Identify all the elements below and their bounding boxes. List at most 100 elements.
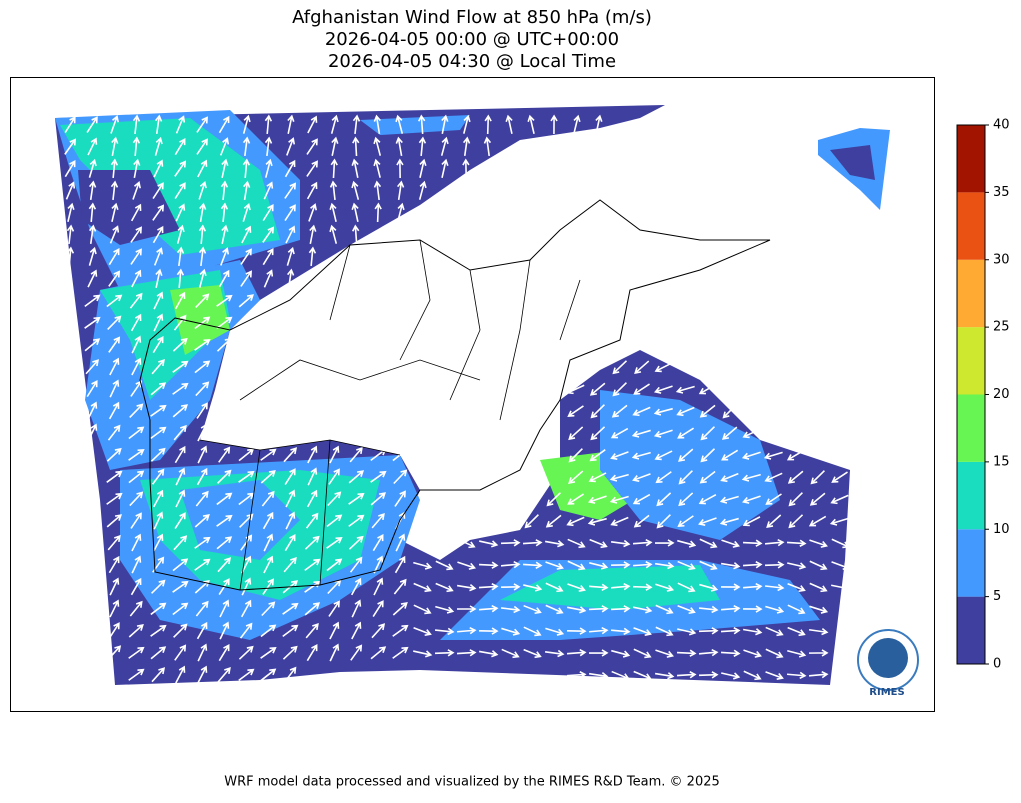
wind-arrow (110, 180, 119, 201)
wind-arrow (128, 448, 145, 461)
wind-arrow (352, 136, 360, 157)
wind-arrow (285, 511, 296, 530)
wind-arrow (372, 533, 384, 552)
wind-arrows (64, 114, 851, 684)
wind-arrow (175, 467, 186, 486)
wind-arrow (153, 159, 164, 178)
wind-arrow (284, 204, 296, 221)
wind-arrow (829, 517, 849, 526)
wind-arrow (764, 561, 785, 569)
wind-arrow (305, 622, 319, 639)
wind-arrow (373, 555, 384, 574)
wind-arrow (787, 562, 807, 570)
wind-arrow (283, 447, 298, 463)
wind-arrow (261, 490, 275, 507)
wind-arrow (809, 539, 828, 548)
wind-arrow (238, 470, 255, 483)
wind-arrow (306, 643, 318, 662)
wind-arrow (610, 561, 631, 569)
wind-arrow (154, 114, 163, 135)
wind-arrow (479, 540, 499, 548)
wind-arrow (131, 335, 142, 354)
wind-arrow (699, 560, 718, 571)
wind-arrow (654, 672, 675, 680)
wind-arrow (546, 492, 561, 507)
wind-arrow (264, 158, 273, 178)
wind-arrow (107, 645, 122, 661)
wind-arrow (633, 606, 653, 614)
wind-arrow (566, 671, 587, 679)
wind-arrow (435, 605, 455, 614)
wind-arrow (150, 447, 166, 462)
wind-arrow (308, 246, 317, 267)
wind-arrow (240, 270, 252, 287)
wind-arrow (371, 623, 386, 639)
wind-arrow (217, 469, 232, 484)
wind-arrow (286, 137, 296, 156)
wind-arrow (633, 627, 652, 636)
wind-arrow (588, 649, 609, 657)
wind-arrow (129, 491, 144, 507)
wind-arrow (766, 514, 782, 529)
wind-arrow (610, 605, 631, 613)
wind-arrow (260, 668, 277, 682)
wind-arrow (634, 360, 650, 374)
wind-arrow (588, 583, 609, 592)
wind-arrow (545, 604, 564, 615)
wind-arrow (263, 269, 274, 288)
wind-arrow (633, 670, 652, 681)
wind-arrow (632, 538, 653, 547)
wind-arrow (151, 667, 166, 683)
wind-arrow (260, 624, 277, 638)
wind-arrow (809, 492, 826, 506)
wind-arrow (132, 114, 141, 135)
wind-arrow (106, 492, 123, 505)
wind-arrow (173, 424, 187, 441)
wind-arrow (373, 158, 381, 178)
wind-arrow (217, 557, 232, 573)
wind-arrow (808, 515, 827, 527)
wind-arrow (500, 605, 521, 614)
wind-arrow (172, 580, 189, 593)
footer: WRF model data processed and visualized … (224, 775, 720, 790)
wind-arrow (742, 428, 761, 439)
wind-arrow (218, 269, 230, 288)
wind-field (60, 118, 280, 255)
wind-arrow (88, 158, 97, 178)
wind-arrow (130, 577, 142, 596)
wind-arrow (329, 202, 337, 222)
wind-arrow (150, 646, 167, 660)
wind-arrow (610, 451, 629, 461)
wind-arrow (172, 360, 189, 373)
wind-arrow (305, 512, 319, 529)
wind-arrow (327, 491, 342, 507)
wind-arrow (262, 204, 274, 222)
wind-arrow (176, 224, 185, 244)
wind-arrow (743, 649, 762, 658)
wind-arrow (286, 246, 295, 266)
wind-arrow (329, 180, 338, 201)
wind-arrow (88, 202, 97, 223)
wind-arrow (677, 427, 695, 439)
wind-arrow (787, 582, 806, 593)
wind-arrow (64, 159, 76, 178)
wind-arrow (194, 360, 211, 374)
wind-arrow (326, 558, 343, 572)
wind-arrow (545, 582, 564, 593)
wind-arrow (370, 470, 387, 483)
wind-arrow (830, 494, 849, 505)
wind-arrow (610, 627, 631, 636)
wind-arrow (172, 337, 188, 352)
colorbar-segment (957, 327, 985, 395)
wind-arrow (589, 562, 609, 570)
wind-arrow (456, 584, 477, 592)
wind-arrow (434, 627, 455, 636)
wind-arrow (395, 136, 403, 157)
wind-field (600, 390, 780, 540)
colorbar-tick-label: 25 (993, 320, 1010, 335)
wind-arrow (523, 584, 543, 592)
wind-arrow (573, 114, 581, 134)
wind-arrow (174, 644, 187, 661)
wind-arrow (786, 449, 805, 461)
wind-arrow (676, 406, 695, 417)
